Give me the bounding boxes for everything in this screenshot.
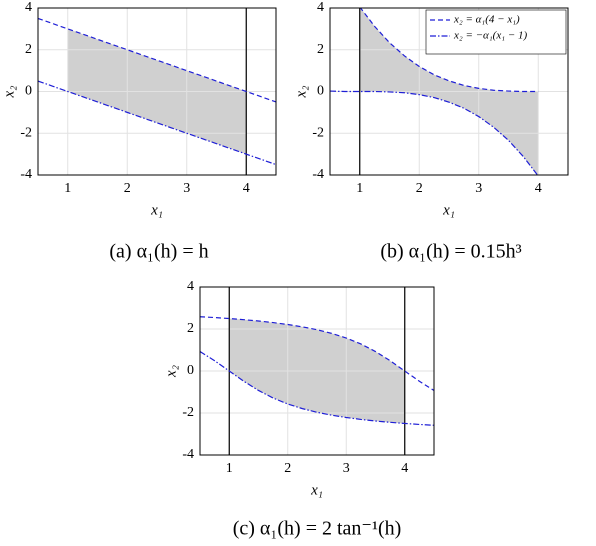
series-line — [359, 8, 539, 93]
y-tick-label: 0 — [25, 84, 32, 99]
caption: (c) α₁(h) = 2 tan⁻¹(h) — [233, 518, 402, 540]
y-tick-label: -2 — [182, 405, 194, 420]
panel: 1 2 3 4 -4 -2 0 2 4 x₁ x₂ (a) α₁(h) = h — [1, 0, 277, 263]
y-tick-label: 2 — [25, 42, 32, 57]
x-tick-label: 1 — [64, 181, 71, 196]
x-tick-label: 4 — [401, 461, 408, 476]
series-line — [200, 351, 434, 426]
y-axis-label: x₂ — [163, 365, 179, 378]
panel: 1 2 3 4 -4 -2 0 2 4 x₁ x₂ (c) α₁(h) = 2 tan⁻¹(h) — [163, 279, 435, 540]
legend-box — [425, 9, 567, 55]
axes-frame — [199, 286, 435, 456]
x-tick-label: 3 — [475, 181, 482, 196]
axes-frame — [37, 7, 277, 176]
y-axis-label: x₂ — [293, 86, 309, 99]
caption: (a) α₁(h) = h — [109, 241, 208, 263]
y-tick-label: 0 — [317, 84, 324, 99]
x-tick-label: 1 — [226, 461, 233, 476]
series-line — [38, 80, 276, 166]
y-tick-label: 2 — [187, 321, 194, 336]
x-tick-label: 4 — [535, 181, 542, 196]
panel: 1 2 3 4 -4 -2 0 2 4 x₁ x₂ (b) α₁(h) = 0.15h³ x₂ = α₁… — [293, 0, 569, 263]
y-tick-label: 4 — [187, 279, 194, 294]
x-tick-label: 2 — [416, 181, 423, 196]
x-tick-label: 2 — [284, 461, 291, 476]
y-tick-label: -4 — [312, 167, 324, 182]
y-tick-label: -2 — [312, 125, 324, 140]
series-line — [38, 17, 276, 103]
x-tick-label: 3 — [343, 461, 350, 476]
y-tick-label: 0 — [187, 363, 194, 378]
x-axis-label: x₁ — [150, 202, 163, 218]
axes-frame — [329, 7, 569, 176]
series-line — [330, 90, 539, 175]
x-axis-label: x₁ — [310, 482, 323, 498]
y-tick-label: -4 — [20, 167, 32, 182]
x-tick-label: 1 — [356, 181, 363, 196]
x-tick-label: 3 — [183, 181, 190, 196]
y-axis-label: x₂ — [1, 86, 17, 99]
y-tick-label: -4 — [182, 447, 194, 462]
caption: (b) α₁(h) = 0.15h³ — [380, 241, 521, 263]
series-line — [200, 316, 434, 391]
legend-label: x₂ = −α₁(x₁ − 1) — [453, 30, 527, 42]
legend-label: x₂ = α₁(4 − x₁) — [453, 14, 520, 26]
y-tick-label: 4 — [317, 0, 324, 15]
y-tick-label: 4 — [25, 0, 32, 15]
x-tick-label: 2 — [124, 181, 131, 196]
y-tick-label: -2 — [20, 125, 32, 140]
x-tick-label: 4 — [243, 181, 250, 196]
y-tick-label: 2 — [317, 42, 324, 57]
x-axis-label: x₁ — [442, 202, 455, 218]
